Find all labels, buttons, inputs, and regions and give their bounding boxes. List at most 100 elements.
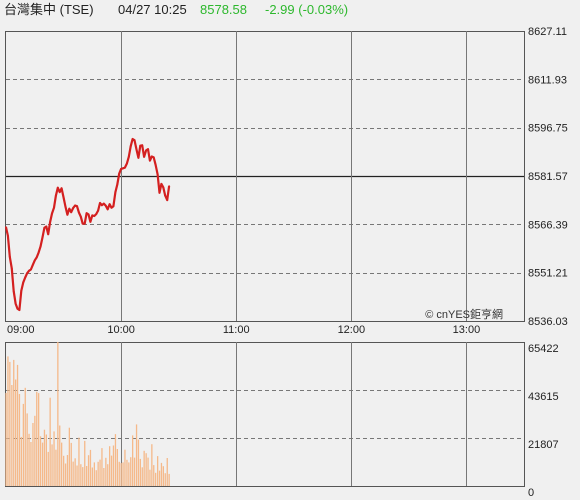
volume-bar — [13, 359, 15, 486]
price-y-tick-label: 8536.03 — [528, 316, 568, 328]
price-y-tick-label: 8627.11 — [528, 26, 567, 38]
volume-bar — [137, 439, 140, 486]
time-x-tick-label: 10:00 — [107, 324, 135, 336]
price-point — [18, 309, 21, 311]
price-point — [60, 187, 63, 190]
volume-bar — [64, 463, 67, 486]
price-point — [78, 211, 80, 214]
price-point — [99, 202, 101, 204]
price-y-axis: 8627.11 8611.93 8596.75 8581.57 8566.39 8551.… — [528, 26, 568, 328]
volume-bar — [101, 448, 103, 486]
volume-bar — [141, 467, 143, 486]
volume-plot-frame — [5, 342, 525, 487]
volume-bar — [11, 385, 13, 486]
price-point — [62, 196, 65, 199]
volume-bar — [41, 442, 44, 486]
volume-bar — [5, 392, 7, 486]
price-point — [131, 138, 134, 140]
volume-bar — [22, 403, 24, 486]
price-change: -2.99 (-0.03%) — [265, 2, 349, 17]
volume-bar — [86, 466, 88, 486]
volume-bar — [70, 442, 72, 486]
price-point — [14, 302, 17, 305]
price-point — [43, 226, 46, 229]
price-points — [5, 138, 171, 311]
price-point — [64, 205, 67, 208]
volume-bar — [51, 444, 53, 486]
volume-bar — [76, 465, 78, 486]
price-point — [76, 205, 78, 208]
price-point — [68, 207, 71, 210]
volume-y-tick-label: 0 — [528, 487, 534, 499]
price-point — [147, 148, 149, 151]
price-y-tick-label: 8596.75 — [528, 123, 568, 135]
price-point — [102, 202, 105, 205]
price-point — [5, 226, 7, 229]
price-point — [154, 163, 157, 166]
watermark: © cnYES鉅亨網 — [425, 307, 503, 321]
price-point — [95, 213, 98, 216]
volume-bar — [109, 446, 111, 486]
price-point — [33, 259, 36, 262]
price-point — [152, 156, 155, 159]
price-point — [97, 209, 99, 212]
volume-bar — [61, 442, 63, 486]
price-point — [49, 221, 51, 224]
volume-bar — [68, 427, 70, 486]
volume-bar — [95, 470, 97, 486]
volume-bar — [124, 449, 126, 486]
price-point — [164, 194, 167, 197]
price-point — [47, 233, 50, 236]
volume-bar — [43, 429, 46, 486]
price-point — [32, 263, 34, 266]
volume-bar — [103, 468, 105, 486]
volume-bar — [28, 433, 30, 486]
price-point — [149, 159, 151, 162]
price-point — [122, 167, 124, 170]
price-point — [16, 307, 19, 310]
price-point — [126, 162, 128, 165]
volume-bar — [57, 342, 59, 486]
volume-gridlines — [6, 342, 524, 486]
price-point — [66, 213, 69, 216]
price-point — [91, 214, 94, 217]
price-point — [108, 203, 111, 206]
price-point — [137, 156, 140, 159]
price-y-tick-label: 8551.21 — [528, 268, 568, 280]
volume-bar — [168, 473, 170, 486]
price-point — [8, 255, 11, 258]
quote-datetime: 04/27 10:25 — [118, 2, 187, 17]
volume-bar — [132, 435, 134, 486]
price-point — [118, 172, 121, 175]
price-point — [58, 191, 61, 194]
price-point — [135, 148, 138, 151]
volume-bar — [55, 449, 57, 486]
price-point — [89, 220, 92, 223]
price-point — [150, 155, 153, 158]
price-point — [87, 213, 90, 216]
time-x-tick-label: 13:00 — [453, 324, 481, 336]
price-point — [143, 155, 146, 158]
volume-bar — [143, 450, 145, 486]
volume-bar — [114, 434, 117, 486]
price-point — [51, 212, 53, 215]
volume-bar — [118, 461, 120, 486]
volume-bar — [122, 462, 124, 486]
volume-bar — [47, 451, 49, 486]
volume-bar — [82, 467, 84, 486]
volume-bar — [34, 415, 36, 486]
price-point — [104, 204, 107, 207]
price-point — [110, 206, 113, 209]
price-point — [55, 194, 57, 197]
price-point — [168, 185, 171, 188]
price-point — [156, 173, 159, 176]
price-point — [10, 267, 13, 270]
volume-bar — [107, 464, 109, 486]
price-y-tick-label: 8581.57 — [528, 171, 568, 183]
price-point — [129, 145, 132, 148]
volume-bar — [93, 462, 95, 486]
price-point — [116, 183, 119, 186]
volume-bar — [16, 364, 19, 486]
volume-bar — [7, 356, 9, 486]
volume-bar — [153, 465, 155, 486]
